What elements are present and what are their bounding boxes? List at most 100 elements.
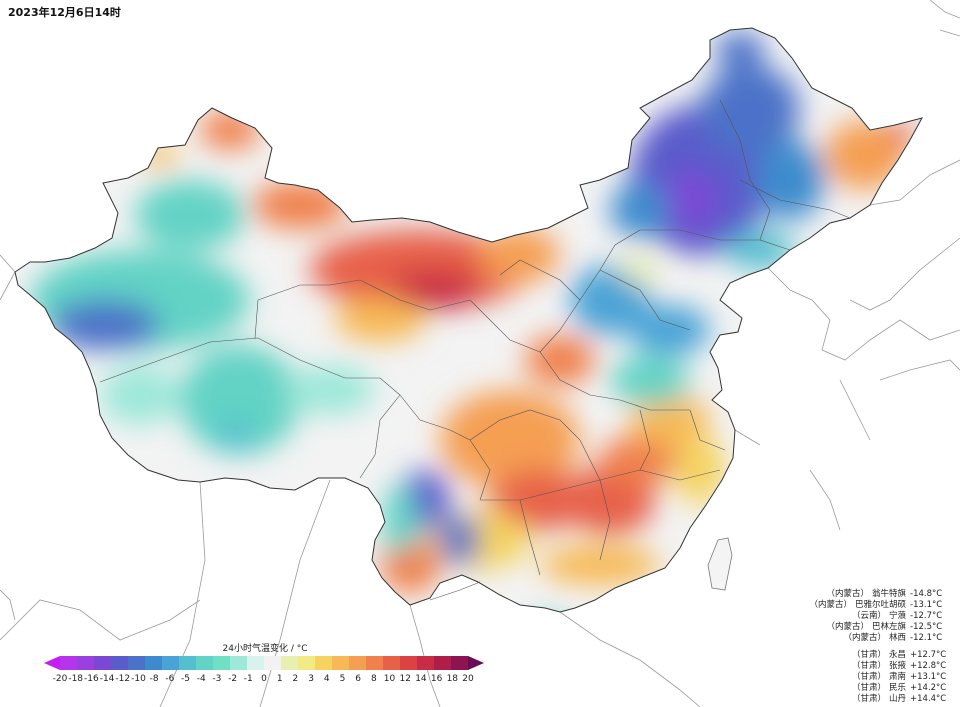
station-row: （甘肃） 肃南 +13.1°C	[852, 672, 950, 683]
colorbar-arrow-min	[44, 656, 60, 670]
colorbar-segment	[145, 656, 163, 670]
station-value: -14.8°C	[910, 589, 943, 599]
legend-tick-label: 3	[308, 674, 314, 684]
station-value: -12.1°C	[910, 633, 943, 643]
station-row: （甘肃） 张掖 +12.8°C	[852, 661, 950, 672]
island-outlines	[707, 537, 733, 591]
station-name: 山丹	[888, 694, 906, 704]
station-name: 张掖	[888, 661, 906, 671]
colorbar-segment	[213, 656, 231, 670]
station-value: -12.7°C	[910, 611, 943, 621]
station-name: 肃南	[888, 672, 906, 682]
station-province: （甘肃）	[851, 683, 886, 693]
legend-tick-label: -4	[196, 674, 206, 684]
legend-tick-label: 5	[339, 674, 346, 684]
colorbar-segment	[332, 656, 350, 670]
station-name: 永昌	[888, 650, 906, 660]
legend-tick-label: -2	[228, 674, 238, 684]
colorbar-segment	[60, 656, 78, 670]
colorbar-segment	[383, 656, 401, 670]
station-name: 民乐	[888, 683, 906, 693]
station-province: （甘肃）	[851, 672, 886, 682]
colorbar-segment	[451, 656, 469, 670]
colorbar-segment	[94, 656, 112, 670]
legend-ticks: -20 -18 -16 -14 -12 -10 -8 -6 -5 -4 -3 -2 -1 0 1 2 3 4 5 6 8…	[44, 674, 484, 688]
legend-tick-label: 4	[323, 674, 330, 684]
station-value: +14.4°C	[910, 694, 947, 704]
station-row: （甘肃） 民乐 +14.2°C	[852, 683, 950, 694]
legend-tick-label: -1	[243, 674, 253, 684]
station-province: （内蒙古）	[809, 600, 852, 610]
colorbar-segment	[264, 656, 282, 670]
legend-tick-label: -20	[52, 674, 68, 684]
colorbar-segment	[128, 656, 146, 670]
station-province: （甘肃）	[851, 694, 886, 704]
station-province: （甘肃）	[851, 650, 886, 660]
station-name: 翁牛特旗	[871, 589, 906, 599]
station-province: （内蒙古）	[843, 633, 886, 643]
station-province: （云南）	[851, 611, 886, 621]
colorbar-segment	[434, 656, 452, 670]
station-name: 巴林左旗	[871, 622, 906, 632]
station-province: （内蒙古）	[826, 622, 869, 632]
station-row: （甘肃） 山丹 +14.4°C	[852, 694, 950, 705]
station-name: 宁蒗	[888, 611, 906, 621]
station-list-coldest: （内蒙古） 翁牛特旗 -14.8°C （内蒙古） 巴雅尔吐胡硕 -13.1°C （云南） 宁蒗…	[809, 589, 950, 644]
legend-colorbar	[44, 656, 484, 670]
station-value: +14.2°C	[910, 683, 947, 693]
legend-tick-label: 6	[355, 674, 362, 684]
legend-title: 24小时气温变化 / °C	[222, 644, 308, 654]
station-value: -13.1°C	[910, 600, 943, 610]
station-province: （内蒙古）	[826, 589, 869, 599]
colorbar-segment	[366, 656, 384, 670]
colorbar-segment	[298, 656, 316, 670]
station-row: （内蒙古） 巴雅尔吐胡硕 -13.1°C	[809, 600, 950, 611]
province-boundaries	[99, 99, 851, 601]
station-value: +13.1°C	[910, 672, 947, 682]
colorbar-segment	[179, 656, 197, 670]
colorbar-segment	[247, 656, 265, 670]
colorbar-segment	[315, 656, 333, 670]
legend-tick-label: -6	[165, 674, 175, 684]
station-value: +12.7°C	[910, 650, 947, 660]
legend-tick-label: -3	[212, 674, 222, 684]
legend-tick-label: 18	[446, 674, 459, 684]
legend-tick-label: -18	[68, 674, 84, 684]
station-row: （云南） 宁蒗 -12.7°C	[809, 611, 950, 622]
legend-tick-label: 20	[462, 674, 474, 684]
colorbar-segment	[417, 656, 435, 670]
legend-tick-label: 8	[370, 674, 377, 684]
station-list-warmest: （甘肃） 永昌 +12.7°C （甘肃） 张掖 +12.8°C （甘肃） 肃南 +13.1°C （…	[852, 650, 950, 705]
legend-tick-label: 1	[276, 674, 283, 684]
station-name: 巴雅尔吐胡硕	[854, 600, 906, 610]
station-row: （内蒙古） 林西 -12.1°C	[809, 633, 950, 644]
colorbar-segment	[162, 656, 180, 670]
legend-tick-label: 16	[430, 674, 443, 684]
colorbar-segment	[281, 656, 299, 670]
colorbar-segment	[77, 656, 95, 670]
legend-tick-label: 12	[399, 674, 411, 684]
legend-tick-label: 10	[383, 674, 396, 684]
station-row: （内蒙古） 翁牛特旗 -14.8°C	[809, 589, 950, 600]
colorbar-segment	[196, 656, 214, 670]
legend-tick-label: -10	[131, 674, 146, 684]
map-title: 2023年12月6日14时	[8, 6, 121, 19]
colorbar-segment	[230, 656, 248, 670]
legend-tick-label: 2	[292, 674, 299, 684]
legend-tick-label: -8	[149, 674, 159, 684]
station-value: -12.5°C	[910, 622, 943, 632]
legend-tick-label: -16	[84, 674, 99, 684]
colorbar-segment	[111, 656, 129, 670]
station-name: 林西	[888, 633, 906, 643]
station-province: （甘肃）	[851, 661, 886, 671]
legend-tick-label: 14	[415, 674, 427, 684]
legend-tick-label: -14	[99, 674, 115, 684]
legend-tick-label: -5	[181, 674, 191, 684]
colorbar-segment	[349, 656, 367, 670]
station-value: +12.8°C	[910, 661, 947, 671]
station-row: （内蒙古） 巴林左旗 -12.5°C	[809, 622, 950, 633]
legend-tick-label: 0	[261, 674, 267, 684]
colorbar-segment	[400, 656, 418, 670]
